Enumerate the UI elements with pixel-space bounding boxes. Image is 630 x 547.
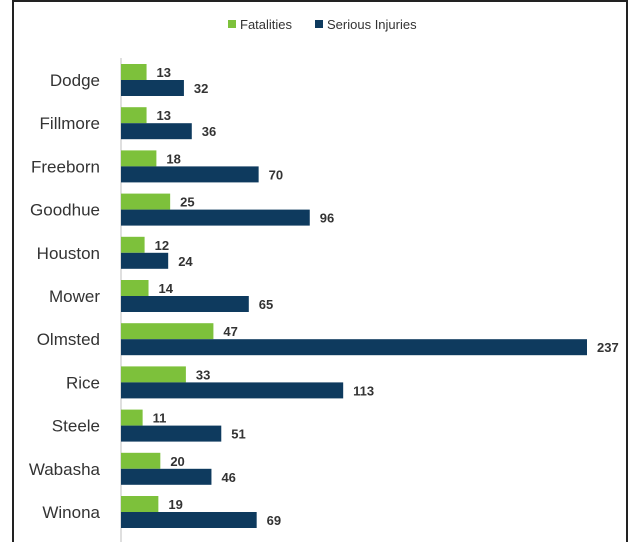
legend-label-fatalities: Fatalities [240,17,293,32]
bar-fatalities [121,236,145,253]
bar-fatalities [121,150,157,167]
data-label-serious-injuries: 32 [194,81,208,96]
bar-fatalities [121,64,147,80]
bar-fatalities [121,107,147,124]
bar-fatalities [121,323,214,340]
data-label-fatalities: 13 [157,108,171,123]
category-label: Fillmore [40,114,100,133]
data-label-fatalities: 20 [170,454,184,469]
data-label-serious-injuries: 69 [267,513,281,528]
legend-label-serious-injuries: Serious Injuries [327,17,417,32]
legend-swatch-serious-injuries [315,20,323,28]
category-label: Goodhue [30,201,100,220]
data-label-fatalities: 33 [196,367,210,382]
bar-fatalities [121,193,171,210]
category-label: Freeborn [31,157,100,176]
category-label: Dodge [50,71,100,90]
category-label: Wabasha [29,460,101,479]
chart-border [12,0,628,547]
bar-serious-injuries [121,512,257,528]
plot-area: Dodge 13 32 Fillmore 13 36 Freeborn 18 70 Goodhue… [29,64,619,528]
data-label-fatalities: 13 [157,65,171,80]
bar-serious-injuries [121,468,212,485]
data-label-serious-injuries: 237 [597,340,619,355]
bar-fatalities [121,280,149,296]
data-label-serious-injuries: 70 [269,167,283,182]
category-label: Mower [49,287,100,306]
legend: Fatalities Serious Injuries [228,17,417,32]
data-label-fatalities: 12 [155,238,169,253]
data-label-serious-injuries: 46 [221,470,235,485]
data-label-serious-injuries: 36 [202,124,216,139]
data-label-serious-injuries: 51 [231,427,245,442]
data-label-fatalities: 47 [223,324,237,339]
data-label-serious-injuries: 113 [353,383,374,398]
data-label-serious-injuries: 96 [320,211,334,226]
bar-serious-injuries [121,166,259,183]
bar-fatalities [121,452,161,469]
category-label: Olmsted [37,330,100,349]
bar-serious-injuries [121,209,310,226]
category-label: Rice [66,373,100,392]
data-label-serious-injuries: 24 [178,254,193,269]
bar-fatalities [121,496,159,512]
bar-serious-injuries [121,252,169,269]
data-label-fatalities: 18 [166,151,180,166]
category-label: Steele [52,417,100,436]
data-label-fatalities: 11 [153,411,167,426]
bar-serious-injuries [121,296,249,312]
category-label: Winona [42,503,100,522]
category-label: Houston [37,244,100,263]
bar-serious-injuries [121,339,587,356]
bar-serious-injuries [121,80,184,96]
bar-serious-injuries [121,123,192,140]
data-label-fatalities: 25 [180,195,194,210]
data-label-fatalities: 19 [168,497,182,512]
bar-serious-injuries [121,382,344,399]
data-label-fatalities: 14 [159,281,174,296]
legend-swatch-fatalities [228,20,236,28]
bar-fatalities [121,366,186,383]
bar-serious-injuries [121,425,222,442]
bar-fatalities [121,409,143,426]
data-label-serious-injuries: 65 [259,297,273,312]
